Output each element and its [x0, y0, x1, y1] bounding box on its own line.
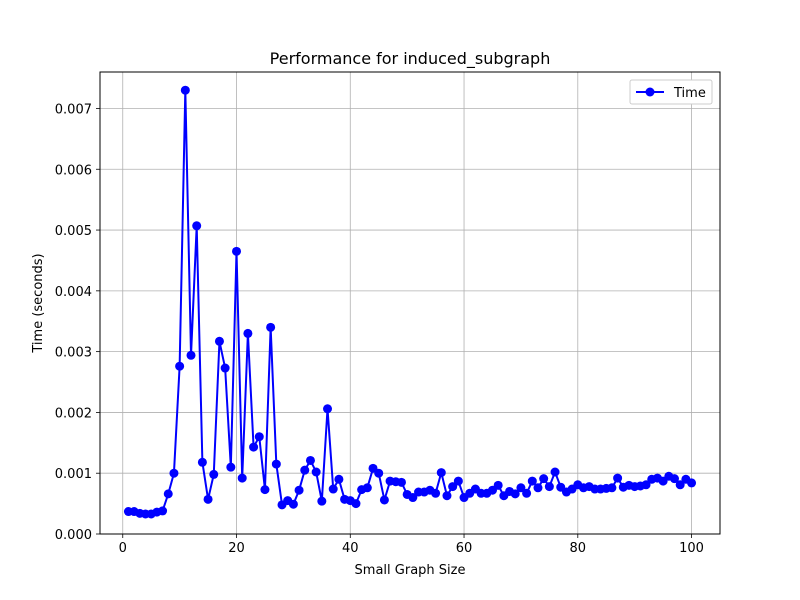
series-time	[123, 85, 697, 519]
x-tick-label: 60	[456, 541, 473, 556]
data-point	[408, 493, 418, 503]
data-point	[607, 483, 617, 493]
data-point	[442, 491, 452, 501]
x-tick-label: 40	[342, 541, 359, 556]
data-point	[550, 467, 560, 477]
data-point	[431, 488, 441, 498]
data-point	[379, 495, 389, 505]
data-point	[675, 480, 685, 490]
plot-frame	[99, 71, 721, 535]
data-point	[243, 328, 253, 338]
data-point	[317, 496, 327, 506]
data-point	[300, 465, 310, 475]
data-point	[186, 350, 196, 360]
y-tick-label: 0.001	[55, 467, 92, 482]
data-point	[351, 499, 361, 509]
data-point	[527, 476, 537, 486]
data-point	[237, 473, 247, 483]
data-point	[197, 457, 207, 467]
y-tick-label: 0.007	[55, 102, 92, 117]
data-point	[533, 483, 543, 493]
x-tick-label: 80	[570, 541, 587, 556]
data-point	[453, 476, 463, 486]
data-point	[323, 404, 333, 414]
data-point	[687, 478, 697, 488]
data-point	[294, 485, 304, 495]
data-point	[254, 432, 264, 442]
data-point	[232, 246, 242, 256]
data-point	[522, 488, 532, 498]
y-tick-label: 0.002	[55, 406, 92, 421]
data-point	[334, 474, 344, 484]
data-point	[362, 483, 372, 493]
data-point	[448, 482, 458, 492]
x-axis: 0 20 40 60 80 100	[119, 534, 704, 556]
data-point	[288, 499, 298, 509]
data-point	[374, 468, 384, 478]
y-tick-label: 0.000	[55, 528, 92, 543]
y-axis-label: Time (seconds)	[31, 253, 46, 353]
x-tick-label: 0	[119, 541, 127, 556]
data-point	[669, 474, 679, 484]
data-point	[271, 459, 281, 469]
data-point	[493, 480, 503, 490]
data-point	[328, 484, 338, 494]
data-point	[305, 455, 315, 465]
legend: Time	[629, 79, 713, 105]
data-point	[192, 221, 202, 231]
x-tick-label: 100	[679, 541, 704, 556]
data-point	[436, 468, 446, 478]
legend-label: Time	[673, 86, 706, 101]
data-point	[158, 506, 168, 516]
plot-background	[100, 72, 720, 534]
data-point	[516, 483, 526, 493]
x-tick-label: 20	[228, 541, 245, 556]
data-point	[396, 477, 406, 487]
data-point	[544, 482, 554, 492]
y-tick-label: 0.003	[55, 346, 92, 361]
y-tick-label: 0.005	[55, 224, 92, 239]
plot-area	[99, 71, 721, 535]
data-point	[169, 468, 179, 478]
data-point	[641, 480, 651, 490]
data-point	[266, 322, 276, 332]
data-point	[220, 363, 230, 373]
y-tick-label: 0.006	[55, 163, 92, 178]
y-tick-label: 0.004	[55, 285, 92, 300]
data-point	[226, 462, 236, 472]
data-point	[175, 361, 185, 371]
data-point	[249, 442, 259, 452]
legend-box	[629, 79, 713, 105]
legend-marker	[645, 87, 655, 97]
data-point	[214, 336, 224, 346]
data-point	[209, 469, 219, 479]
data-point	[613, 473, 623, 483]
data-point	[260, 485, 270, 495]
data-point	[510, 489, 520, 499]
chart-title: Performance for induced_subgraph	[270, 49, 551, 69]
data-point	[539, 474, 549, 484]
data-point	[203, 494, 213, 504]
y-axis: 0.000 0.001 0.002 0.003 0.004 0.005 0.006 0.007	[55, 102, 100, 543]
data-point	[163, 489, 173, 499]
data-point	[180, 85, 190, 95]
data-point	[311, 467, 321, 477]
x-axis-label: Small Graph Size	[355, 563, 466, 578]
